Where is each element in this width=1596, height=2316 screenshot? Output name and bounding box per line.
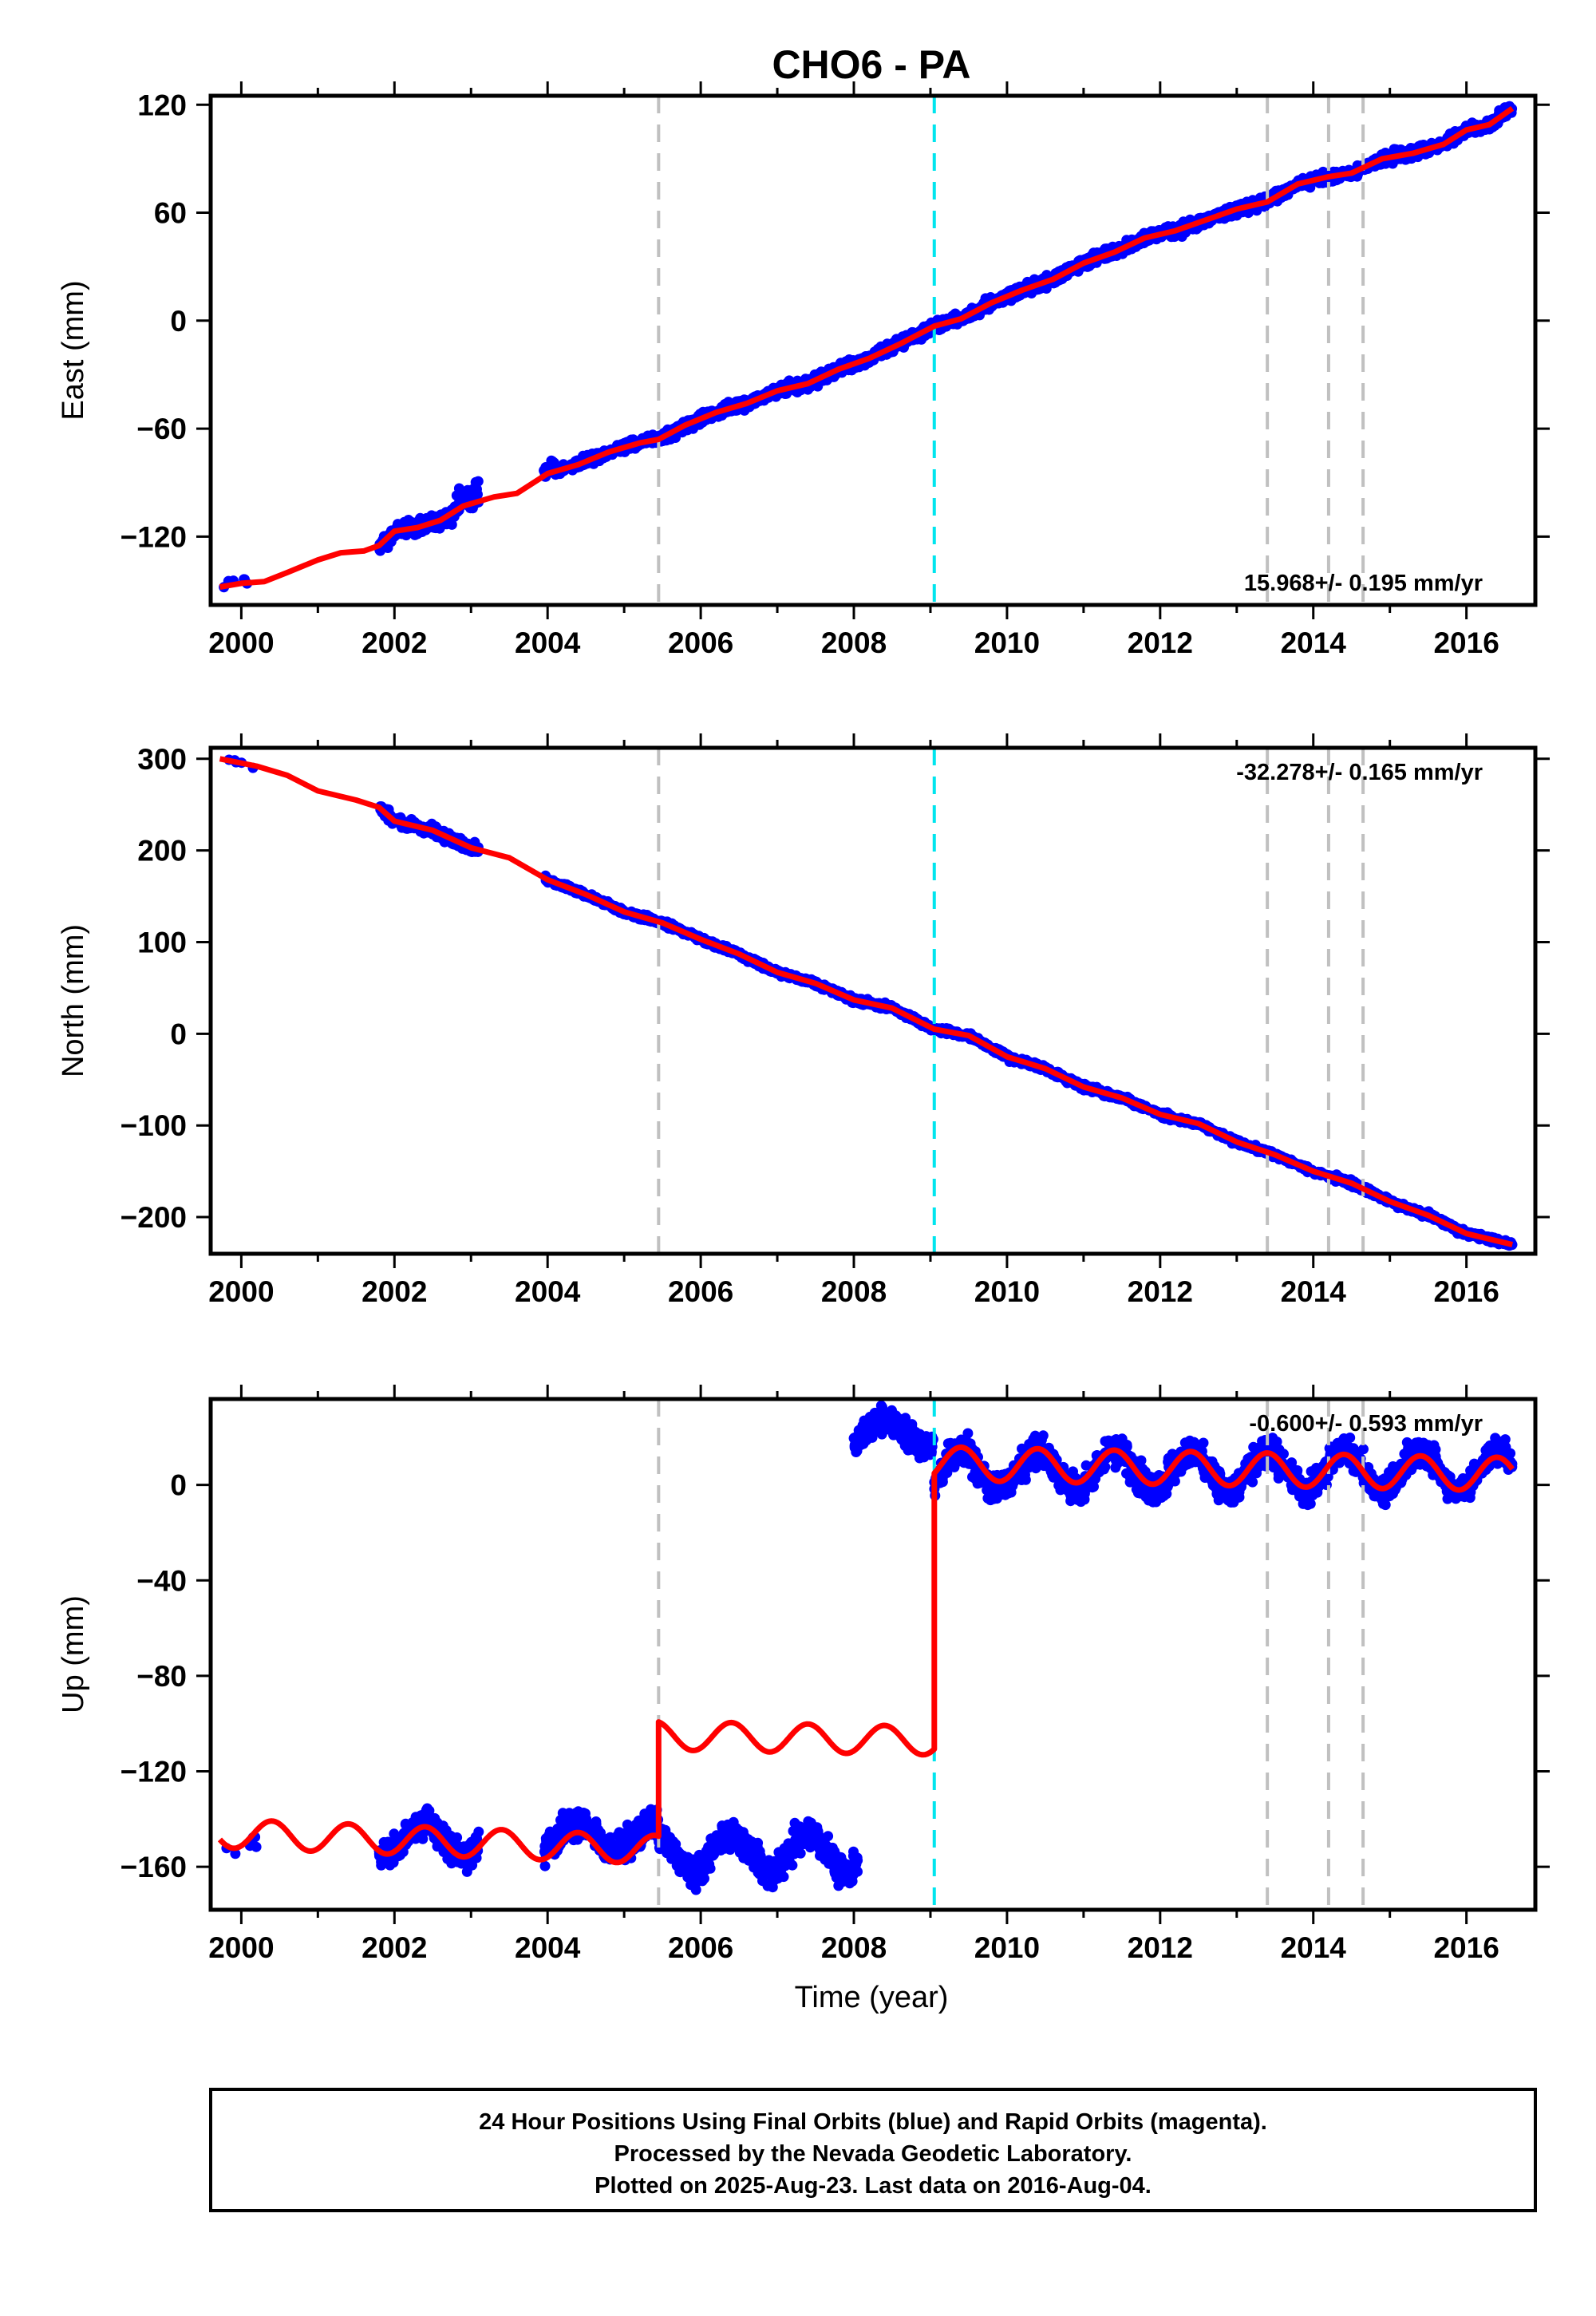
east-x-tick-label: 2010 [974,626,1040,659]
east-y-tick-label: −60 [136,413,187,445]
east-y-tick-label: 0 [170,305,187,338]
east-panel: 2000 2002 2004 2006 2008 2010 2012 2014 2016 −120… [57,81,1550,659]
east-data-point [472,476,484,487]
east-y-axis-label: East (mm) [57,280,90,420]
east-x-tick-label: 2004 [515,626,581,659]
east-y-tick-label: 60 [154,197,187,230]
east-x-tick-label: 2006 [668,626,733,659]
east-x-tick-label: 2008 [821,626,887,659]
east-data-point [980,293,991,304]
chart-title: CHO6 - PA [772,42,970,87]
north-plot-area [219,748,1518,1254]
east-x-tick-label: 2016 [1433,626,1499,659]
east-axes-frame [208,93,1538,607]
east-x-tick-label: 2000 [208,626,274,659]
east-x-tick-label: 2002 [361,626,427,659]
east-x-tick-label: 2014 [1281,626,1347,659]
east-data-points [219,101,1518,593]
east-y-tick-label: 120 [137,89,187,121]
east-plot-area [219,96,1518,605]
east-rate-label: 15.968+/- 0.195 mm/yr [1244,571,1483,596]
east-data-point [456,489,468,500]
east-x-tick-label: 2012 [1128,626,1193,659]
east-y-tick-label: −120 [120,520,187,553]
east-model-line [219,105,1515,590]
north-panel: 2000 2002 2004 2006 2008 2010 2012 2014 2016−200… [57,733,1550,1308]
